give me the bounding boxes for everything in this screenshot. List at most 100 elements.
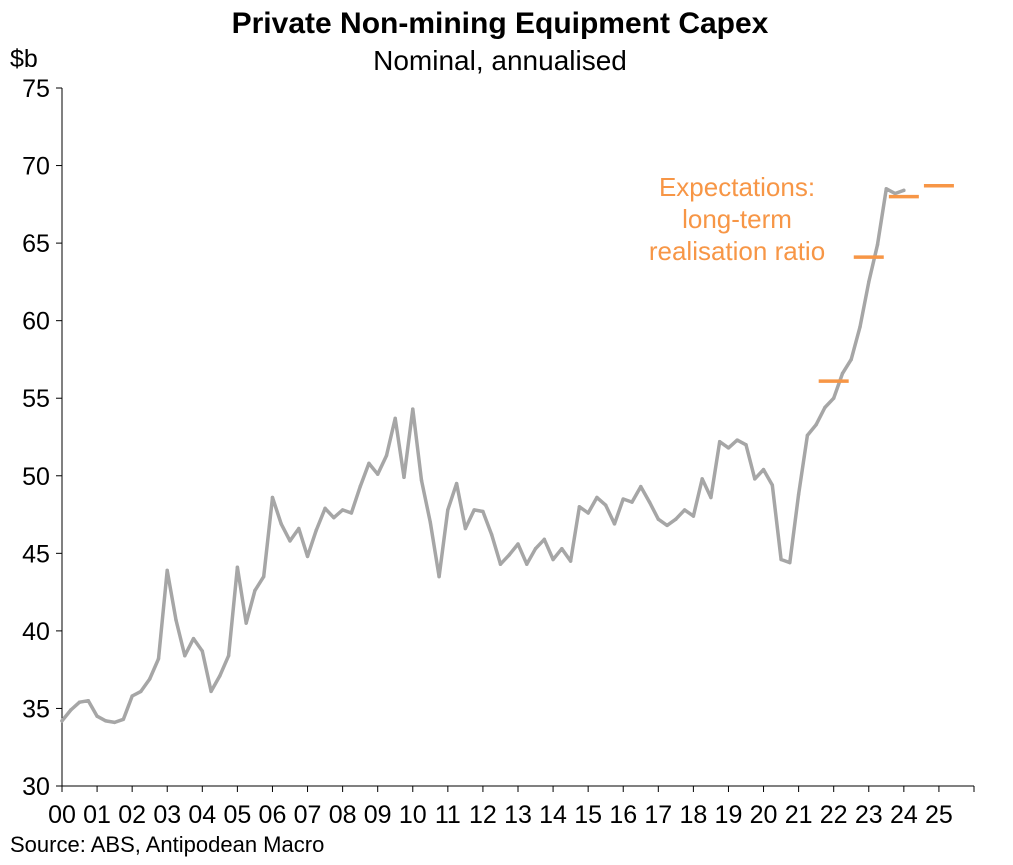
series-point: [568, 559, 573, 563]
series-point: [823, 405, 827, 410]
x-tick-label: 09: [364, 801, 392, 829]
series-point: [814, 422, 818, 427]
series-point: [349, 511, 354, 515]
series-point: [156, 657, 161, 661]
annotation-line-1: Expectations:: [659, 172, 815, 202]
series-point: [674, 517, 678, 521]
y-tick-label: 60: [22, 308, 50, 336]
series-point: [218, 674, 222, 678]
chart-title: Private Non-mining Equipment Capex: [232, 7, 769, 40]
series-point: [419, 478, 424, 483]
y-tick-label: 65: [22, 230, 50, 258]
series-point: [770, 483, 775, 487]
x-tick-label: 05: [223, 801, 251, 829]
series-point: [560, 546, 564, 551]
x-tick-label: 08: [329, 801, 357, 829]
series-point: [244, 621, 248, 625]
series-point: [104, 719, 108, 723]
series-point: [902, 188, 906, 193]
series-point: [402, 475, 406, 480]
series-point: [498, 562, 503, 566]
series-point: [428, 520, 433, 525]
series-point: [323, 506, 327, 511]
series-point: [288, 539, 292, 543]
series-point: [726, 446, 731, 450]
series-point: [358, 484, 362, 489]
series-point: [411, 407, 415, 411]
series-point: [709, 495, 713, 500]
series-point: [209, 689, 213, 694]
series-point: [603, 503, 608, 507]
x-axis-ticks: 00 01 02 03 04 05 06 07 08 09 10 11 12 13 14 15 16 17 18 19…: [48, 786, 975, 829]
series-point: [375, 472, 380, 476]
series-point: [95, 714, 99, 718]
series-point: [525, 562, 529, 566]
series-point: [226, 654, 231, 658]
series-point: [612, 522, 617, 526]
series-point: [384, 453, 389, 458]
series-point: [69, 708, 73, 712]
series-point: [700, 477, 704, 481]
series-point: [639, 484, 643, 489]
series-point: [717, 439, 722, 444]
series-point: [165, 568, 169, 573]
series-point: [60, 719, 64, 723]
series-point: [77, 700, 82, 704]
annotation-line-3: realisation ratio: [649, 236, 825, 266]
series-point: [647, 500, 652, 504]
series-point: [761, 467, 766, 472]
series-point: [130, 694, 134, 698]
series-point: [735, 438, 739, 442]
series-point: [884, 187, 889, 191]
series-point: [849, 357, 853, 362]
series-point: [147, 677, 152, 681]
series-point: [437, 574, 441, 579]
series-point: [621, 497, 625, 501]
series-point: [893, 191, 897, 196]
series-point: [831, 396, 836, 400]
series-point: [463, 526, 468, 531]
series-point: [446, 508, 450, 512]
series-point: [779, 557, 783, 562]
series-line-equipment-capex: [60, 187, 906, 725]
series-point: [489, 533, 494, 537]
series-point: [577, 505, 582, 509]
x-tick-label: 23: [855, 801, 883, 829]
series-point: [121, 717, 126, 722]
series-point: [551, 557, 555, 562]
series-point: [507, 553, 511, 557]
series-point: [682, 508, 687, 512]
y-tick-label: 70: [22, 153, 50, 181]
x-tick-label: 19: [715, 801, 743, 829]
x-tick-label: 00: [48, 801, 76, 829]
y-tick-label: 75: [22, 75, 50, 103]
x-tick-label: 11: [435, 801, 461, 829]
x-tick-label: 25: [925, 801, 953, 829]
series-point: [858, 325, 862, 329]
series-point: [586, 511, 590, 515]
series-point: [840, 371, 845, 376]
series-point: [805, 433, 810, 438]
y-axis-ticks: 30 35 40 45 50 55 60 65 70 75: [22, 75, 62, 801]
series-point: [691, 514, 696, 518]
series-point: [867, 280, 871, 284]
x-tick-label: 16: [609, 801, 637, 829]
x-tick-label: 17: [644, 801, 672, 829]
y-tick-label: 45: [22, 540, 50, 568]
expectation-markers: [818, 183, 954, 383]
series-point: [367, 461, 371, 466]
x-tick-label: 18: [679, 801, 707, 829]
series-point: [261, 574, 266, 579]
series-point: [235, 565, 240, 569]
x-tick-label: 12: [469, 801, 497, 829]
series-point: [139, 689, 143, 694]
series-point: [253, 588, 257, 593]
source-note: Source: ABS, Antipodean Macro: [10, 832, 324, 857]
y-tick-label: 55: [22, 385, 50, 413]
series-data-points: [60, 187, 906, 725]
series-point: [183, 654, 187, 658]
series-point: [297, 526, 301, 531]
series-point: [332, 515, 336, 520]
